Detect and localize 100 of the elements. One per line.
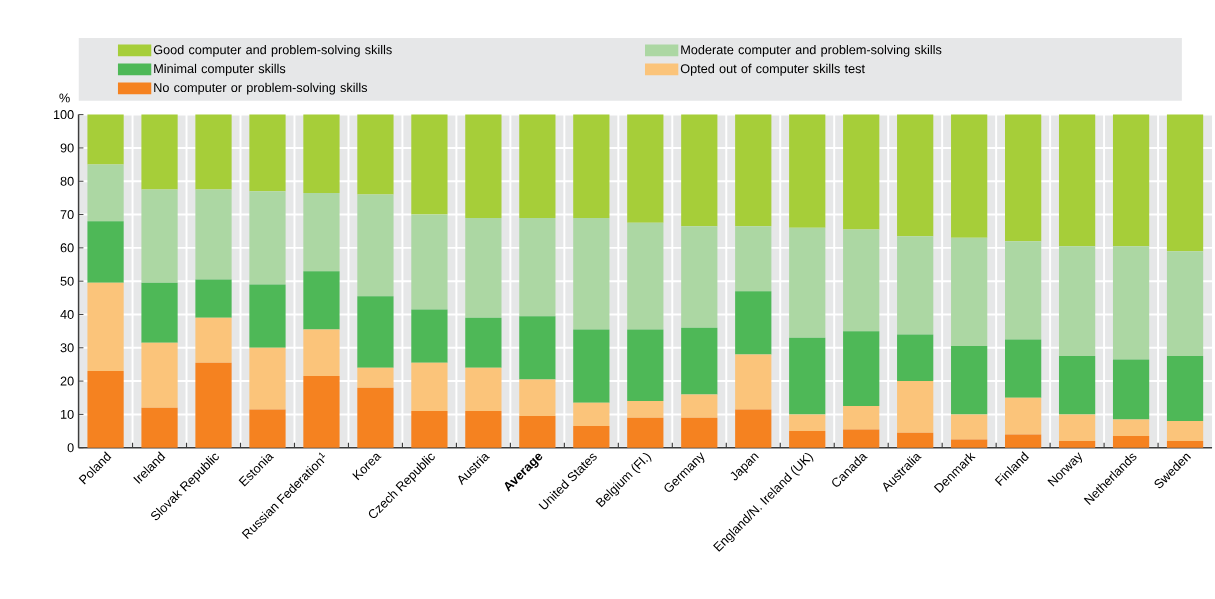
bar [951, 114, 988, 239]
bar [951, 238, 988, 347]
bar [141, 283, 178, 343]
bar [789, 228, 826, 338]
bar [411, 411, 448, 448]
bar [357, 114, 394, 195]
bar [411, 309, 448, 363]
bar [843, 429, 880, 448]
y-tick-label: 20 [60, 376, 74, 386]
bar [141, 189, 178, 284]
bar [195, 362, 232, 448]
bar [87, 221, 124, 284]
bar [1112, 359, 1150, 420]
bar [1112, 246, 1150, 360]
bar [357, 387, 394, 448]
y-tick-label: 100 [53, 110, 74, 120]
bar [357, 367, 394, 388]
bar [195, 189, 232, 280]
y-tick-label: 0 [67, 443, 74, 453]
bar [249, 114, 286, 192]
bar [627, 114, 664, 224]
bar [897, 236, 934, 335]
bar [573, 114, 610, 219]
y-tick-label: 90 [60, 143, 74, 153]
bar [87, 114, 124, 165]
y-axis-title: % [59, 93, 70, 103]
bar [465, 318, 502, 368]
bar [465, 218, 502, 319]
bar [627, 329, 664, 402]
bar [519, 114, 556, 219]
bar [249, 191, 286, 285]
bar [465, 114, 502, 219]
bar [1058, 414, 1096, 442]
bar [87, 164, 124, 222]
bar [1166, 356, 1204, 422]
bar [1005, 434, 1042, 448]
bar [897, 432, 934, 448]
bar [195, 279, 232, 319]
bar [1005, 241, 1042, 340]
bar [573, 426, 610, 448]
bar [681, 226, 718, 328]
bar [843, 406, 880, 430]
bar [735, 354, 772, 410]
bar [195, 318, 232, 363]
bar [735, 409, 772, 448]
bar [303, 193, 340, 272]
bar [681, 417, 718, 448]
bar [141, 114, 178, 190]
y-tick-label: 60 [60, 243, 74, 253]
bar [519, 218, 556, 317]
bar [1166, 441, 1204, 448]
bar [1166, 114, 1204, 252]
bar [1166, 421, 1204, 442]
bar [411, 362, 448, 412]
bar [735, 114, 772, 227]
bar [1166, 251, 1204, 357]
bar [573, 329, 610, 403]
legend-label: Moderate computer and problem-solving skills [681, 45, 942, 57]
bar [1005, 114, 1042, 242]
bar [357, 296, 394, 368]
bar [411, 114, 448, 215]
y-tick-label: 10 [61, 410, 74, 420]
bar [573, 402, 610, 427]
bar [789, 114, 826, 229]
bar [519, 379, 556, 417]
bar [465, 411, 502, 448]
bar [303, 271, 340, 330]
bar [951, 414, 988, 440]
legend-label: Opted out of computer skills test [680, 64, 865, 76]
bar [1058, 441, 1096, 448]
bar [303, 114, 340, 194]
bar [627, 223, 664, 330]
bar [951, 439, 988, 448]
y-tick-label: 40 [60, 310, 74, 320]
bar [1005, 339, 1042, 398]
bar [951, 346, 988, 415]
bar [249, 347, 286, 410]
bar [789, 431, 826, 448]
bar [843, 114, 880, 230]
bar [141, 342, 178, 408]
y-tick-label: 70 [60, 210, 74, 220]
y-tick-label: 30 [60, 343, 74, 353]
bar [1058, 246, 1096, 357]
bar [87, 283, 124, 372]
legend-label: No computer or problem-solving skills [154, 82, 368, 95]
bar [681, 114, 718, 227]
legend-label: Good computer and problem-solving skills [153, 45, 392, 57]
bar [249, 409, 286, 448]
bar [519, 316, 556, 380]
bar [627, 417, 664, 448]
bar [1005, 397, 1042, 435]
bar [681, 394, 718, 418]
bar [789, 337, 826, 415]
bar [519, 416, 556, 448]
bar [1058, 356, 1096, 415]
bar [411, 214, 448, 310]
bar [897, 381, 934, 433]
bar [357, 194, 394, 297]
bar [789, 414, 826, 432]
bar [1112, 114, 1150, 247]
